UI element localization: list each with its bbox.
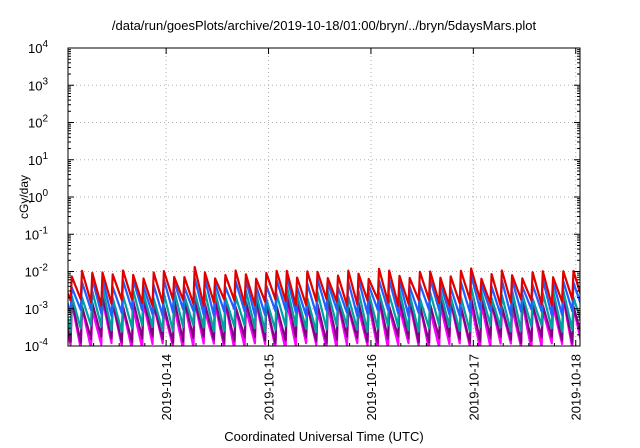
x-axis: 2019-10-14 2019-10-15 2019-10-16 2019-10-17…: [67, 48, 584, 421]
y-tick-label: 10-2: [25, 263, 49, 280]
chart-title: /data/run/goesPlots/archive/2019-10-18/0…: [112, 18, 537, 33]
x-tick-label: 2019-10-17: [466, 354, 481, 421]
x-tick-label: 2019-10-18: [569, 354, 584, 421]
series-group: [68, 265, 580, 346]
y-axis-label: cGy/day: [17, 175, 31, 219]
x-tick-label: 2019-10-16: [364, 354, 379, 421]
x-tick-label: 2019-10-15: [262, 354, 277, 421]
y-tick-label: 10-3: [25, 300, 49, 317]
y-tick-label: 102: [28, 114, 48, 131]
y-tick-label: 10-4: [25, 337, 49, 354]
x-tick-label: 2019-10-14: [159, 354, 174, 421]
y-tick-label: 101: [28, 151, 48, 168]
y-tick-label: 100: [28, 188, 48, 205]
y-tick-label: 103: [28, 76, 48, 93]
y-tick-label: 104: [28, 39, 48, 56]
series-line: [68, 265, 580, 307]
y-axis: 10-4 10-3 10-2 10-1 100 101 102 103 104: [25, 39, 580, 354]
x-axis-label: Coordinated Universal Time (UTC): [224, 429, 423, 444]
y-tick-label: 10-1: [25, 225, 49, 242]
